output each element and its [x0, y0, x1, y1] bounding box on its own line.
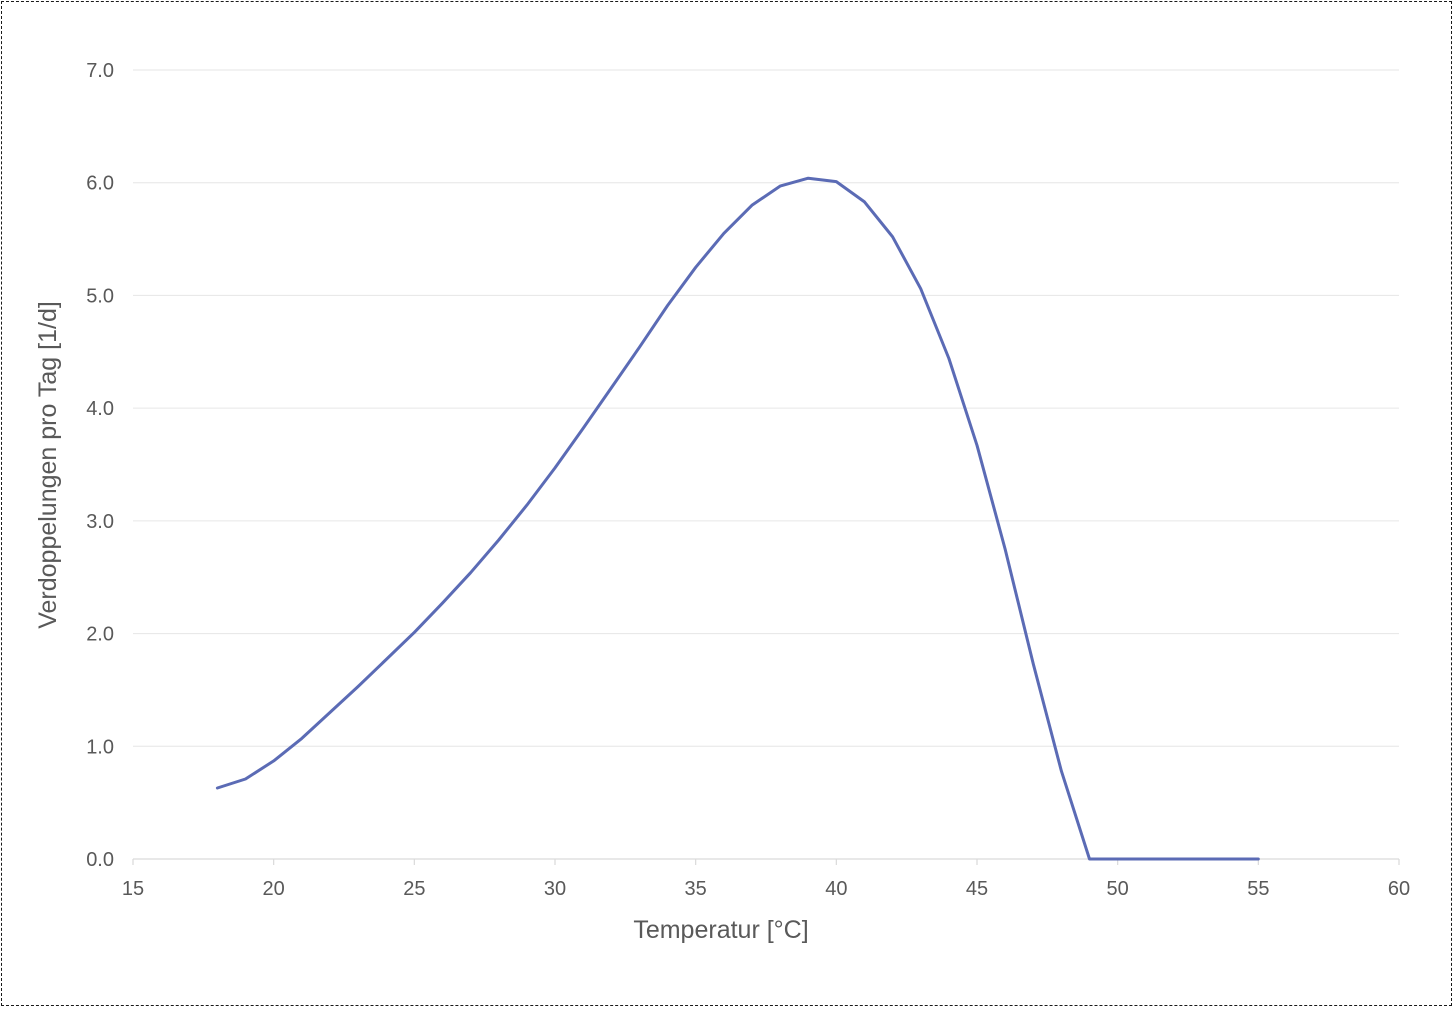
x-tick-label: 15 — [122, 878, 144, 900]
y-tick-label: 3.0 — [86, 511, 114, 533]
y-tick-label: 6.0 — [86, 173, 114, 195]
y-axis-title: Verdoppelungen pro Tag [1/d] — [34, 301, 62, 629]
x-tick-label: 45 — [966, 878, 988, 900]
y-tick-label: 7.0 — [86, 60, 114, 82]
y-tick-label: 4.0 — [86, 398, 114, 420]
x-tick-label: 20 — [263, 878, 285, 900]
gridlines — [133, 69, 1399, 747]
y-tick-label: 2.0 — [86, 624, 114, 646]
x-tick-label: 50 — [1107, 878, 1129, 900]
y-tick-label: 0.0 — [86, 849, 114, 871]
x-tick-label: 55 — [1247, 878, 1269, 900]
y-tick-labels: 0.0 1.0 2.0 3.0 4.0 5.0 6.0 7.0 — [86, 60, 114, 871]
y-tick-label: 1.0 — [86, 736, 114, 758]
x-tick-label: 35 — [685, 878, 707, 900]
x-axis-title: Temperatur [°C] — [633, 916, 808, 944]
x-tick-labels: 15 20 25 30 35 40 45 50 55 60 — [122, 878, 1410, 900]
x-tick-label: 40 — [825, 878, 847, 900]
x-tick-label: 25 — [403, 878, 425, 900]
series-line — [215, 176, 1260, 861]
series-group — [215, 176, 1260, 861]
y-tick-label: 5.0 — [86, 285, 114, 307]
x-tick-label: 60 — [1388, 878, 1410, 900]
x-tick-label: 30 — [544, 878, 566, 900]
